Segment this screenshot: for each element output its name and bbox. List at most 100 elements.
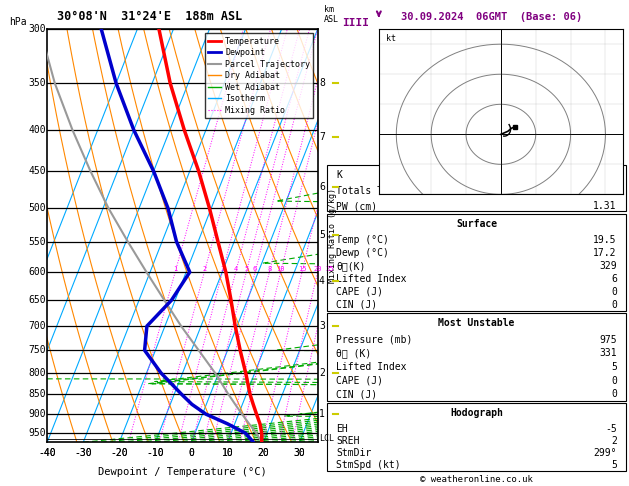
Text: EH: EH <box>336 424 348 434</box>
Text: -20: -20 <box>111 448 128 458</box>
Text: 400: 400 <box>28 125 46 135</box>
Text: 329: 329 <box>599 260 617 271</box>
Text: 17.2: 17.2 <box>593 248 617 258</box>
Text: 6: 6 <box>319 181 325 191</box>
Text: 5: 5 <box>319 230 325 240</box>
Text: 800: 800 <box>28 368 46 378</box>
Text: Temp (°C): Temp (°C) <box>336 235 389 245</box>
Text: CIN (J): CIN (J) <box>336 299 377 310</box>
Text: 3: 3 <box>220 266 225 272</box>
Text: -5: -5 <box>605 424 617 434</box>
Text: K: K <box>336 170 342 180</box>
Text: 550: 550 <box>28 237 46 246</box>
Text: StmDir: StmDir <box>336 448 371 458</box>
Text: km
ASL: km ASL <box>324 5 339 24</box>
Text: -15: -15 <box>599 170 617 180</box>
Text: Dewpoint / Temperature (°C): Dewpoint / Temperature (°C) <box>98 467 267 477</box>
Text: 0: 0 <box>611 299 617 310</box>
Text: 450: 450 <box>28 166 46 176</box>
Text: 975: 975 <box>599 335 617 345</box>
Text: IIII: IIII <box>342 18 369 29</box>
Text: 0: 0 <box>611 287 617 296</box>
Bar <box>327 313 626 401</box>
Text: 30°08'N  31°24'E  188m ASL: 30°08'N 31°24'E 188m ASL <box>57 10 243 23</box>
Text: 1: 1 <box>319 409 325 419</box>
Text: -40: -40 <box>38 449 56 458</box>
Text: Lifted Index: Lifted Index <box>336 274 406 284</box>
Text: 1: 1 <box>173 266 177 272</box>
Text: -10: -10 <box>147 448 164 458</box>
Text: 10: 10 <box>221 448 233 458</box>
Text: 4: 4 <box>233 266 238 272</box>
Text: 30: 30 <box>294 449 306 458</box>
Text: 299°: 299° <box>593 448 617 458</box>
Text: Totals Totals: Totals Totals <box>336 186 413 196</box>
Text: 0: 0 <box>189 448 194 458</box>
Text: 25: 25 <box>326 266 334 272</box>
Text: 6: 6 <box>253 266 257 272</box>
Text: kt: kt <box>386 34 396 43</box>
Text: 0: 0 <box>611 376 617 385</box>
Text: Pressure (mb): Pressure (mb) <box>336 335 413 345</box>
Text: hPa: hPa <box>9 17 27 27</box>
Text: θᴄ(K): θᴄ(K) <box>336 260 365 271</box>
Text: 3: 3 <box>319 321 325 331</box>
Text: Most Unstable: Most Unstable <box>438 318 515 328</box>
Text: StmSpd (kt): StmSpd (kt) <box>336 460 401 470</box>
Text: 19.5: 19.5 <box>593 235 617 245</box>
Text: Surface: Surface <box>456 219 497 228</box>
Text: 350: 350 <box>28 78 46 88</box>
Text: -10: -10 <box>147 449 164 458</box>
Text: 850: 850 <box>28 389 46 399</box>
Text: 8: 8 <box>319 78 325 88</box>
Text: PW (cm): PW (cm) <box>336 201 377 211</box>
Text: 950: 950 <box>28 428 46 438</box>
Text: 30.09.2024  06GMT  (Base: 06): 30.09.2024 06GMT (Base: 06) <box>401 12 582 22</box>
Text: 27: 27 <box>605 186 617 196</box>
Text: 0: 0 <box>189 449 194 458</box>
Text: Dewp (°C): Dewp (°C) <box>336 248 389 258</box>
Text: 5: 5 <box>611 362 617 372</box>
Text: 20: 20 <box>258 449 269 458</box>
Text: θᴄ (K): θᴄ (K) <box>336 348 371 358</box>
Bar <box>327 165 626 211</box>
Text: 8: 8 <box>267 266 272 272</box>
Text: 20: 20 <box>258 448 269 458</box>
Text: CAPE (J): CAPE (J) <box>336 287 383 296</box>
Text: 15: 15 <box>298 266 306 272</box>
Text: LCL: LCL <box>319 434 334 443</box>
Text: 650: 650 <box>28 295 46 305</box>
Text: 30: 30 <box>294 448 306 458</box>
Text: 2: 2 <box>319 368 325 378</box>
Bar <box>327 214 626 311</box>
Text: Lifted Index: Lifted Index <box>336 362 406 372</box>
Text: 2: 2 <box>202 266 206 272</box>
Text: -40: -40 <box>38 448 56 458</box>
Text: 5: 5 <box>611 460 617 470</box>
Legend: Temperature, Dewpoint, Parcel Trajectory, Dry Adiabat, Wet Adiabat, Isotherm, Mi: Temperature, Dewpoint, Parcel Trajectory… <box>205 34 313 118</box>
Text: 1.31: 1.31 <box>593 201 617 211</box>
Text: 4: 4 <box>319 276 325 286</box>
Text: 20: 20 <box>313 266 322 272</box>
Text: 7: 7 <box>319 132 325 142</box>
Text: 700: 700 <box>28 321 46 331</box>
Text: 750: 750 <box>28 346 46 355</box>
Text: CIN (J): CIN (J) <box>336 389 377 399</box>
Text: 300: 300 <box>28 24 46 34</box>
Text: 500: 500 <box>28 203 46 213</box>
Text: 6: 6 <box>611 274 617 284</box>
Text: 10: 10 <box>221 449 233 458</box>
Text: -30: -30 <box>74 449 92 458</box>
Text: © weatheronline.co.uk: © weatheronline.co.uk <box>420 474 533 484</box>
Text: 0: 0 <box>611 389 617 399</box>
Text: 600: 600 <box>28 267 46 277</box>
Text: SREH: SREH <box>336 436 360 446</box>
Text: 10: 10 <box>277 266 285 272</box>
Text: -30: -30 <box>74 448 92 458</box>
Text: Mixing Ratio (g/kg): Mixing Ratio (g/kg) <box>328 188 338 283</box>
Bar <box>327 403 626 471</box>
Text: -20: -20 <box>111 449 128 458</box>
Text: 2: 2 <box>611 436 617 446</box>
Text: 331: 331 <box>599 348 617 358</box>
Text: CAPE (J): CAPE (J) <box>336 376 383 385</box>
